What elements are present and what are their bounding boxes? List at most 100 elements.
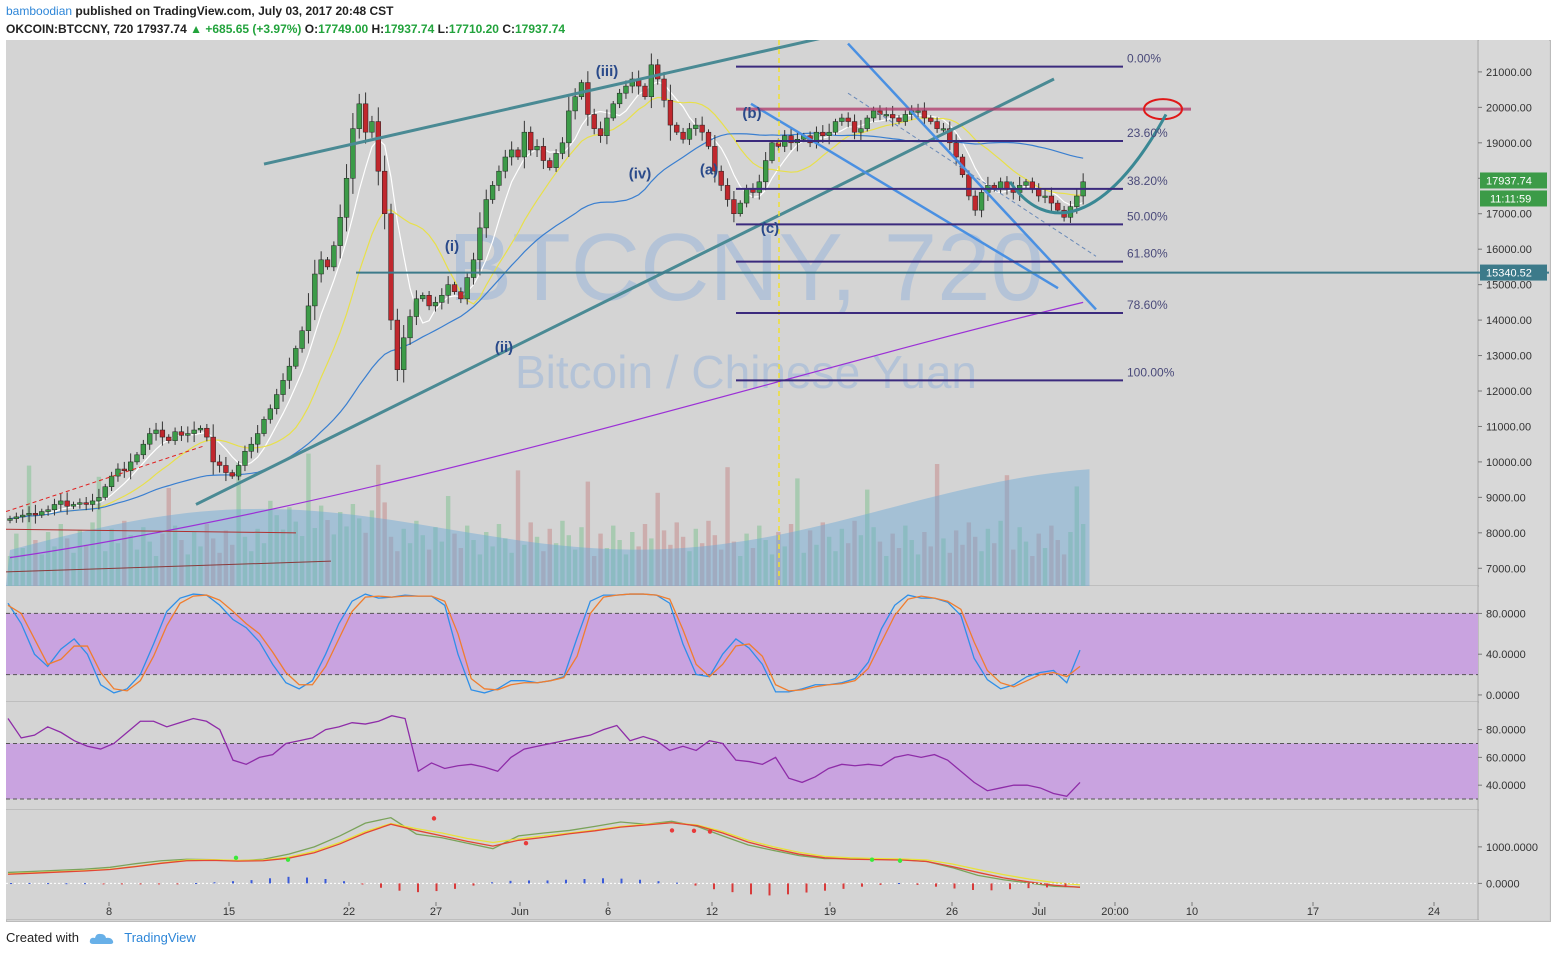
volume-bar [191, 532, 197, 586]
volume-bar [1030, 556, 1035, 586]
volume-bar [369, 510, 375, 586]
close-label: C: [502, 22, 515, 36]
volume-bar [757, 525, 762, 586]
candle-body [51, 504, 58, 511]
volume-bar [953, 530, 959, 586]
volume-bar [1080, 524, 1086, 586]
candle-body [293, 348, 299, 367]
candle-body [134, 454, 140, 463]
candle-body [394, 319, 401, 370]
macd-tick-label: 0.0000 [1486, 878, 1520, 890]
high-value: 17937.74 [384, 22, 435, 36]
volume-bar [884, 556, 889, 586]
volume-bar [109, 528, 114, 586]
candle-body [172, 431, 178, 441]
candle-body [413, 298, 420, 317]
candle-body [235, 465, 242, 477]
candle-body [140, 443, 146, 456]
macd-cross-dot [523, 841, 529, 846]
candle-body [445, 284, 451, 296]
candle-body [439, 295, 445, 303]
candle-body [362, 103, 369, 133]
candle-body [343, 178, 350, 218]
volume-bar [179, 540, 184, 586]
wave-label: (a) [700, 162, 718, 179]
tradingview-brand-link[interactable]: TradingView [124, 930, 196, 945]
volume-bar [490, 546, 495, 586]
macd-histogram-bar [158, 883, 160, 885]
author-name[interactable]: bamboodian [6, 4, 73, 18]
candle-body [978, 192, 985, 211]
macd-histogram-bar [916, 883, 919, 885]
volume-bar [503, 538, 508, 586]
macd-histogram-bar [750, 883, 752, 895]
candle-body [604, 117, 610, 136]
candle-body [20, 514, 26, 518]
candle-body [731, 199, 737, 214]
candle-body [972, 195, 978, 211]
macd-histogram-bar [435, 883, 438, 892]
volume-bar [77, 530, 83, 586]
candle-body [255, 433, 261, 445]
macd-histogram-bar [842, 883, 845, 889]
fib-level-label: 100.00% [1127, 365, 1175, 379]
volume-ma-area [6, 469, 1090, 586]
macd-histogram-bar [602, 878, 604, 884]
volume-bar [934, 464, 940, 586]
volume-bar [382, 502, 387, 586]
candle-body [159, 429, 166, 438]
volume-bar [484, 532, 489, 586]
macd-cross-dot [233, 855, 239, 861]
volume-bar [668, 544, 673, 586]
volume-bar [572, 549, 578, 586]
volume-bar [458, 548, 464, 586]
volume-bar [255, 528, 260, 586]
price-tick-label: 14000.00 [1486, 315, 1532, 327]
candle-body [902, 114, 909, 122]
volume-bar [1042, 548, 1048, 586]
price-tick-label: 11000.00 [1486, 421, 1531, 433]
time-tick-label: 20:00 [1101, 906, 1129, 918]
candle-body [921, 110, 928, 119]
volume-bar [52, 546, 57, 586]
candle-body [337, 217, 343, 246]
candle-body [108, 475, 115, 487]
volume-bar [445, 496, 451, 586]
macd-histogram-bar [102, 883, 105, 885]
candle-body [540, 146, 547, 161]
macd-histogram-bar [620, 878, 623, 884]
candle-body [756, 181, 762, 193]
candle-body [705, 131, 712, 147]
volume-bar [115, 543, 121, 586]
volume-bar [287, 507, 292, 586]
candle-body [648, 64, 655, 97]
volume-bar [725, 467, 730, 586]
volume-bar [1074, 486, 1079, 586]
time-tick-label: Jun [511, 906, 529, 918]
macd-histogram-bar [343, 881, 345, 884]
volume-bar [807, 530, 813, 586]
chart-canvas[interactable]: BTCCNY, 720 Bitcoin / Chinese Yuan 21000.0… [6, 40, 1549, 920]
macd-histogram-bar [565, 879, 567, 884]
volume-bar [1068, 532, 1073, 586]
volume-bar [909, 540, 914, 586]
macd-histogram-bar [232, 881, 234, 884]
close-value: 17937.74 [515, 22, 566, 36]
volume-bar [395, 551, 400, 586]
volume-bar [357, 518, 362, 586]
volume-bar [420, 535, 425, 586]
volume-bar [1004, 475, 1010, 586]
wave-label: (i) [445, 238, 459, 255]
candle-body [477, 227, 483, 261]
time-tick-label: 26 [946, 906, 958, 918]
volume-bar [706, 520, 711, 586]
panel-3-background [6, 810, 1478, 920]
time-tick-label: 22 [343, 906, 355, 918]
candle-body [737, 202, 743, 214]
ma-brown-line [6, 560, 332, 573]
volume-bar [20, 548, 25, 586]
candle-body [102, 486, 108, 498]
macd-cross-dot [669, 828, 675, 833]
volume-bar [388, 536, 394, 586]
volume-bar [147, 541, 152, 586]
